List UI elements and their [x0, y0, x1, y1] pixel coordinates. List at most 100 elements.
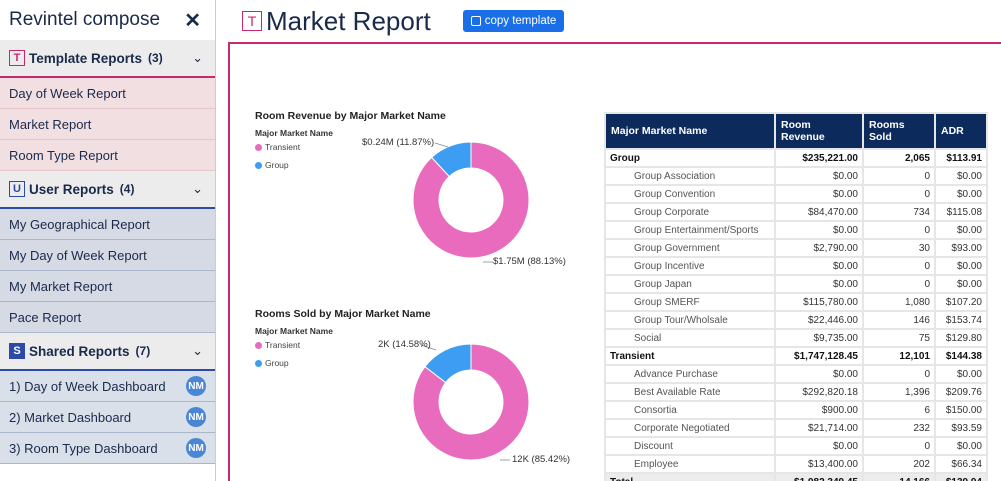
- section-header-shared-reports[interactable]: S Shared Reports (7) ⌄: [0, 333, 215, 371]
- cell-value: $2,790.00: [776, 240, 862, 256]
- legend-label: Group: [265, 160, 289, 170]
- chevron-down-icon[interactable]: ⌄: [192, 181, 203, 196]
- cell-value: $1,747,128.45: [776, 348, 862, 364]
- legend-item-transient[interactable]: Transient: [255, 340, 300, 350]
- sidebar-item-label: Day of Week Report: [9, 85, 126, 101]
- owner-avatar: NM: [186, 438, 206, 458]
- section-count: (7): [135, 344, 151, 358]
- cell-value: $21,714.00: [776, 420, 862, 436]
- table-row[interactable]: Group Association $0.00 0 $0.00: [606, 168, 986, 184]
- table-row[interactable]: Total$1,982,349.4514,166$139.94: [606, 474, 986, 481]
- section-badge-icon: S: [9, 343, 25, 359]
- column-header[interactable]: Room Revenue: [776, 114, 862, 148]
- table-row[interactable]: Transient $1,747,128.45 12,101 $144.38: [606, 348, 986, 364]
- cell-value: $0.00: [936, 438, 986, 454]
- table-row[interactable]: Employee $13,400.00 202 $66.34: [606, 456, 986, 472]
- data-label-transient: $1.75M (88.13%): [493, 256, 566, 267]
- sidebar-item[interactable]: My Market Report: [0, 271, 215, 302]
- sidebar-item[interactable]: Market Report: [0, 109, 215, 140]
- sidebar-item-label: 1) Day of Week Dashboard: [9, 378, 166, 394]
- chevron-down-icon[interactable]: ⌄: [192, 50, 203, 65]
- template-badge-icon: T: [242, 11, 262, 31]
- cell-value: 12,101: [864, 348, 934, 364]
- table-row[interactable]: Group Incentive $0.00 0 $0.00: [606, 258, 986, 274]
- sidebar-item[interactable]: My Day of Week Report: [0, 240, 215, 271]
- legend-dot: [255, 161, 262, 169]
- table-row[interactable]: Best Available Rate $292,820.18 1,396 $209.…: [606, 384, 986, 400]
- cell-value: $139.94: [936, 474, 986, 481]
- sidebar-item[interactable]: 1) Day of Week Dashboard NM: [0, 371, 215, 402]
- table-row[interactable]: Group $235,221.00 2,065 $113.91: [606, 150, 986, 166]
- table-row[interactable]: Group Japan $0.00 0 $0.00: [606, 276, 986, 292]
- section-header-template-reports[interactable]: T Template Reports (3) ⌄: [0, 40, 215, 78]
- row-label: Group Entertainment/Sports: [606, 222, 774, 238]
- sidebar-item[interactable]: Day of Week Report: [0, 78, 215, 109]
- column-header[interactable]: Major Market Name: [606, 114, 774, 148]
- legend-item-group[interactable]: Group: [255, 160, 289, 170]
- cell-value: $13,400.00: [776, 456, 862, 472]
- chevron-down-icon[interactable]: ⌄: [192, 343, 203, 358]
- section-count: (4): [119, 182, 135, 196]
- sidebar-header: Revintel compose ✕: [0, 0, 215, 40]
- copy-template-button[interactable]: copy template: [462, 10, 565, 32]
- table-row[interactable]: Consortia $900.00 6 $150.00: [606, 402, 986, 418]
- cell-value: 146: [864, 312, 934, 328]
- column-header[interactable]: ADR: [936, 114, 986, 148]
- cell-value: 75: [864, 330, 934, 346]
- close-icon[interactable]: ✕: [184, 9, 201, 32]
- sidebar-item[interactable]: 3) Room Type Dashboard NM: [0, 433, 215, 464]
- cell-value: $129.80: [936, 330, 986, 346]
- cell-value: $0.00: [776, 276, 862, 292]
- cell-value: $235,221.00: [776, 150, 862, 166]
- table-row[interactable]: Discount $0.00 0 $0.00: [606, 438, 986, 454]
- section-label: Template Reports: [29, 50, 143, 66]
- table-row[interactable]: Group Tour/Wholsale $22,446.00 146 $153.74: [606, 312, 986, 328]
- row-label: Corporate Negotiated: [606, 420, 774, 436]
- table-row[interactable]: Group SMERF $115,780.00 1,080 $107.20: [606, 294, 986, 310]
- sidebar-item-label: My Market Report: [9, 278, 113, 294]
- sidebar-item[interactable]: Room Type Report: [0, 140, 215, 171]
- table-row[interactable]: Advance Purchase $0.00 0 $0.00: [606, 366, 986, 382]
- table-row[interactable]: Group Entertainment/Sports $0.00 0 $0.00: [606, 222, 986, 238]
- sidebar-item[interactable]: My Geographical Report: [0, 209, 215, 240]
- cell-value: $0.00: [936, 186, 986, 202]
- row-label: Group Tour/Wholsale: [606, 312, 774, 328]
- legend-item-transient[interactable]: Transient: [255, 142, 300, 152]
- cell-value: 734: [864, 204, 934, 220]
- data-label-group: 2K (14.58%): [378, 339, 431, 350]
- cell-value: 1,080: [864, 294, 934, 310]
- report-canvas: [228, 42, 1001, 481]
- section-items: My Geographical Report My Day of Week Rep…: [0, 209, 215, 333]
- cell-value: 2,065: [864, 150, 934, 166]
- row-label: Group: [606, 150, 774, 166]
- row-label: Social: [606, 330, 774, 346]
- cell-value: $22,446.00: [776, 312, 862, 328]
- cell-value: $0.00: [776, 222, 862, 238]
- data-label-group: $0.24M (11.87%): [362, 137, 435, 148]
- cell-value: $0.00: [776, 366, 862, 382]
- cell-value: 232: [864, 420, 934, 436]
- table-row[interactable]: Group Convention $0.00 0 $0.00: [606, 186, 986, 202]
- row-label: Group Japan: [606, 276, 774, 292]
- cell-value: 14,166: [864, 474, 934, 481]
- cell-value: 0: [864, 276, 934, 292]
- table-row[interactable]: Social $9,735.00 75 $129.80: [606, 330, 986, 346]
- cell-value: $0.00: [776, 186, 862, 202]
- column-header[interactable]: Rooms Sold: [864, 114, 934, 148]
- owner-avatar: NM: [186, 407, 206, 427]
- sidebar-item[interactable]: Pace Report: [0, 302, 215, 333]
- table-row[interactable]: Group Government $2,790.00 30 $93.00: [606, 240, 986, 256]
- copy-template-label: copy template: [484, 15, 557, 27]
- sidebar-item[interactable]: 2) Market Dashboard NM: [0, 402, 215, 433]
- copy-icon: [470, 16, 481, 26]
- table-row[interactable]: Group Corporate $84,470.00 734 $115.08: [606, 204, 986, 220]
- row-label: Group Government: [606, 240, 774, 256]
- page-header: T Market Report copy template: [242, 6, 565, 36]
- row-label: Discount: [606, 438, 774, 454]
- row-label: Transient: [606, 348, 774, 364]
- legend-item-group[interactable]: Group: [255, 358, 289, 368]
- sidebar-item-label: Room Type Report: [9, 147, 118, 163]
- section-header-user-reports[interactable]: U User Reports (4) ⌄: [0, 171, 215, 209]
- section-count: (3): [148, 51, 163, 65]
- table-row[interactable]: Corporate Negotiated $21,714.00 232 $93.59: [606, 420, 986, 436]
